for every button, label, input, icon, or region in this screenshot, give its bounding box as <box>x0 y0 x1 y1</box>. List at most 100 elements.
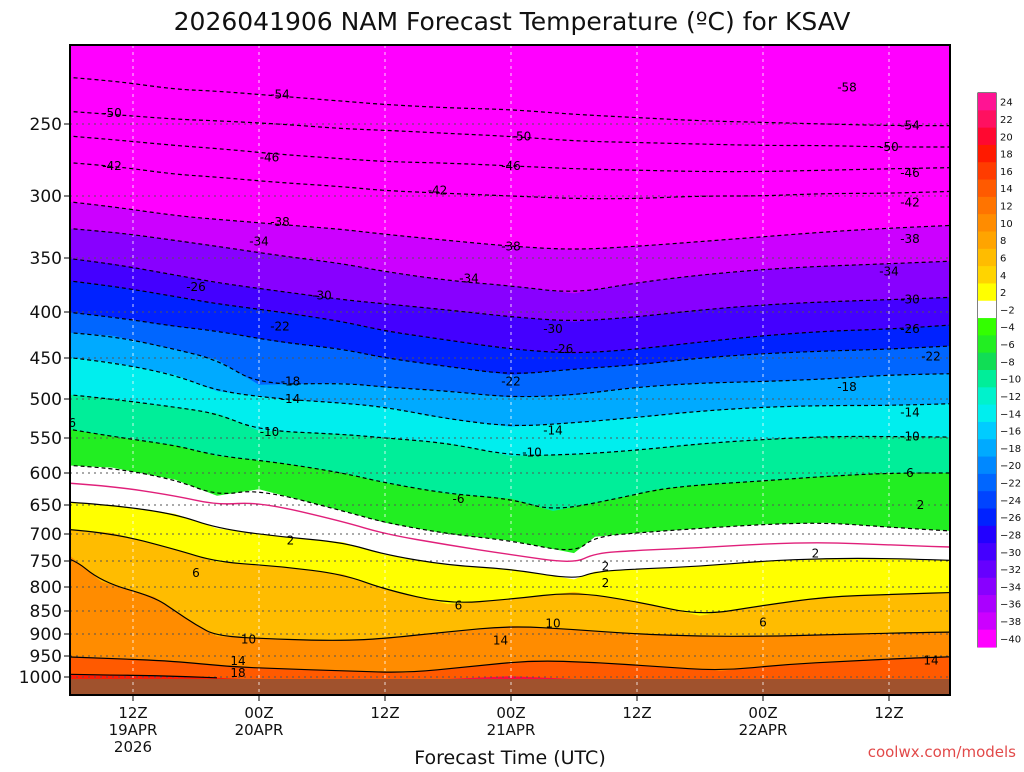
contour-label: -30 <box>900 293 920 307</box>
legend-swatch <box>978 248 996 267</box>
legend-swatch <box>978 179 996 198</box>
legend-label: 24 <box>1000 98 1013 109</box>
legend-swatch <box>978 127 996 146</box>
contour-label: -38 <box>270 215 290 229</box>
isotherm-minus6 <box>70 428 950 509</box>
contour-label: 2 <box>602 559 610 573</box>
legend-label: −20 <box>1000 461 1021 472</box>
y-tick-label: 350 <box>30 249 62 269</box>
x-tick-label: 22APR <box>739 721 788 739</box>
legend-swatch <box>978 300 996 319</box>
contour-label: -42 <box>900 196 920 210</box>
isotherm-minus38 <box>70 201 950 250</box>
isotherm-2 <box>70 501 950 578</box>
contour-label: -34 <box>249 235 269 249</box>
x-tick-label: 00Z <box>244 704 273 722</box>
color-legend: 24 22 20 18 16 14 12 10 8 6 4 2 −2 −4 −6 −8 −10 −12 −14 −16… <box>977 92 1021 648</box>
legend-swatch <box>978 612 996 631</box>
contour-label: -50 <box>879 140 899 154</box>
legend-label: 16 <box>1000 167 1013 178</box>
x-axis-label: Forecast Time (UTC) <box>414 747 605 768</box>
contour-label: -18 <box>281 374 301 388</box>
x-tick-label: 00Z <box>748 704 777 722</box>
y-tick-label: 700 <box>30 525 62 545</box>
legend-swatch <box>978 404 996 423</box>
contour-label: -22 <box>501 374 521 388</box>
legend-label: −10 <box>1000 375 1021 386</box>
x-tick-label: 19APR <box>109 721 158 739</box>
contour-label: -26 <box>554 342 574 356</box>
isotherm-minus18 <box>70 332 950 398</box>
legend-label: 22 <box>1000 115 1013 126</box>
legend-label: −40 <box>1000 634 1021 645</box>
isotherm-10 <box>70 558 950 641</box>
legend-swatch <box>978 595 996 613</box>
y-tick-label: 400 <box>30 303 62 323</box>
legend-label: −2 <box>1000 305 1015 316</box>
isotherm-minus2 <box>70 464 950 551</box>
contour-label: 2 <box>812 547 820 561</box>
isotherm-minus42 <box>70 162 950 200</box>
legend-label: −32 <box>1000 565 1021 576</box>
legend-swatch <box>978 335 996 354</box>
contour-label: -10 <box>522 445 542 459</box>
contour-label: 18 <box>230 666 245 680</box>
legend-label: −26 <box>1000 513 1021 524</box>
legend-swatch <box>978 473 996 492</box>
contour-label: 14 <box>230 654 245 668</box>
legend-label: −36 <box>1000 600 1021 611</box>
isotherm-minus50 <box>70 110 950 148</box>
y-tick-label: 300 <box>30 187 62 207</box>
legend-swatch <box>978 231 996 250</box>
isotherm-minus46 <box>70 135 950 173</box>
contour-label: -6 <box>64 416 76 430</box>
y-tick-label: 550 <box>30 429 62 449</box>
legend-swatch <box>978 525 996 544</box>
y-tick-label: 650 <box>30 496 62 516</box>
contour-label: -38 <box>900 232 920 246</box>
legend-swatch <box>978 214 996 233</box>
legend-swatch <box>978 162 996 181</box>
isotherm-freezing <box>70 482 950 562</box>
legend-swatch <box>978 387 996 406</box>
contour-label: -50 <box>512 129 532 143</box>
y-tick-label: 1000 <box>19 668 62 688</box>
legend-label: 10 <box>1000 219 1013 230</box>
contour-label: -30 <box>543 322 563 336</box>
legend-label: 14 <box>1000 184 1013 195</box>
contour-label: 10 <box>241 632 256 646</box>
contour-label: -22 <box>921 349 941 363</box>
legend-label: 20 <box>1000 132 1013 143</box>
y-tick-label: 500 <box>30 390 62 410</box>
contour-label: -26 <box>186 280 206 294</box>
contour-label: -54 <box>270 87 290 101</box>
legend-swatch <box>978 491 996 510</box>
grid <box>70 45 950 695</box>
contour-label: -22 <box>270 319 290 333</box>
x-tick-label: 12Z <box>874 704 903 722</box>
legend-label: −30 <box>1000 548 1021 559</box>
contour-labels: -54-54 -58-50-50-54-50-42-46-46-46-42-42-… <box>64 81 941 680</box>
contour-label: -34 <box>459 271 479 285</box>
isotherm-minus10 <box>70 394 950 456</box>
legend-label: 12 <box>1000 202 1013 213</box>
legend-swatch <box>978 283 996 302</box>
contour-label: -6 <box>453 492 465 506</box>
contour-label: 14 <box>493 634 508 648</box>
legend-swatch <box>978 93 996 111</box>
legend-swatch <box>978 543 996 562</box>
contour-label: 6 <box>759 616 767 630</box>
contour-label: -46 <box>501 159 521 173</box>
contour-label: -18 <box>837 380 857 394</box>
y-tick-label: 850 <box>30 602 62 622</box>
legend-label: −8 <box>1000 357 1015 368</box>
isotherm-minus26 <box>70 280 950 354</box>
x-tick-label: 20APR <box>235 721 284 739</box>
legend-swatch <box>978 421 996 440</box>
legend-swatch <box>978 144 996 163</box>
contour-label: -58 <box>837 81 857 95</box>
isotherm-14 <box>70 656 950 673</box>
legend-swatch <box>978 352 996 371</box>
